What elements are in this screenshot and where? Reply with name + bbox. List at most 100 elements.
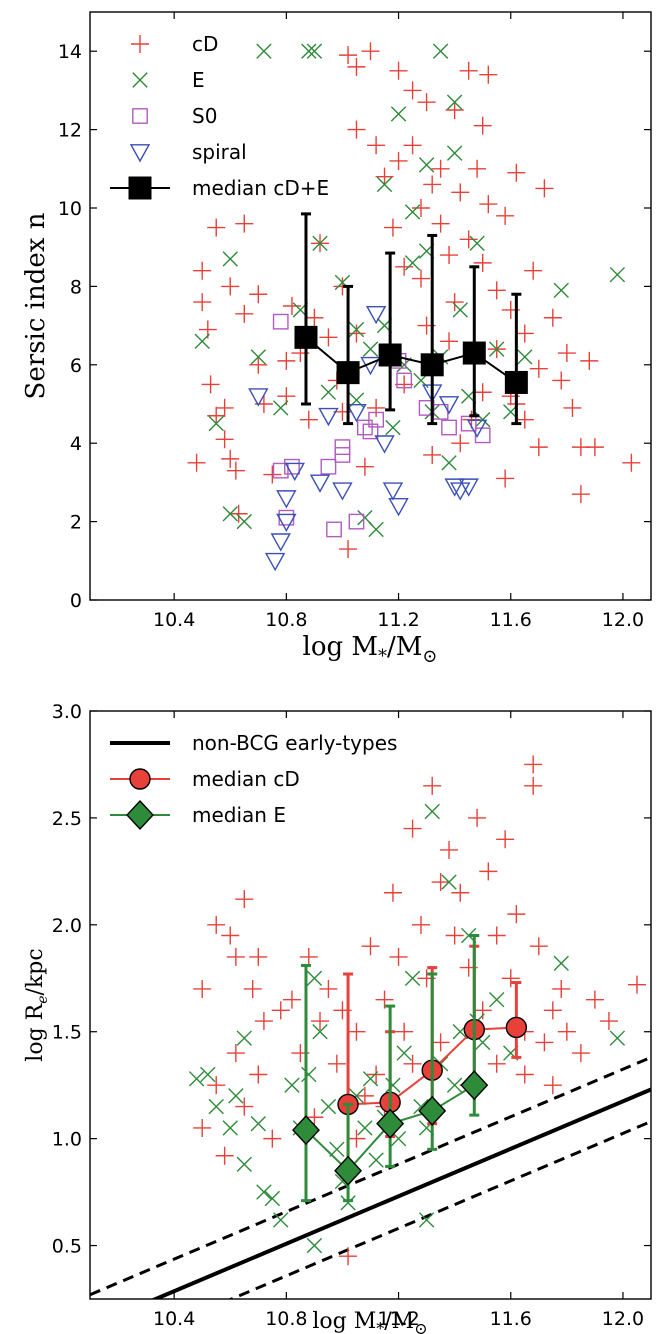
cd-point [501,969,520,988]
cd-point [431,1033,450,1052]
cd-point [459,61,478,80]
y-tick-label: 14 [58,41,82,63]
cd-point [445,293,464,312]
e-point [306,43,323,59]
e-point [250,349,266,365]
median-cd-e-point [504,370,528,394]
cd-point [271,1001,290,1020]
spiral-point [276,490,297,509]
cd-point [347,57,366,76]
cd-point [207,1076,226,1095]
cd-point [249,355,268,374]
cd-point [282,297,301,315]
e-point [236,513,252,530]
y-tick-label: 12 [58,120,82,142]
median-cd-e-point [336,361,360,385]
y-tick-label: 2.5 [52,808,82,830]
cd-point [431,214,450,233]
e-point [320,1098,337,1115]
e-point [441,874,457,890]
cd-point [507,905,526,924]
cd-point [563,398,582,417]
x-tick-label: 12.0 [602,609,644,631]
e-point [452,302,468,318]
x-tick-label: 10.8 [265,1308,307,1330]
cd-point [383,883,402,902]
cd-point [347,1022,366,1041]
p1-axis-ticks: 10.4 10.8 11.2 11.6 12.0 0.5 1.0 1.5 2.0 2.5 3.0 [52,701,651,1330]
cd-point [445,101,464,119]
cd-point [507,163,526,182]
median-e-point [376,1108,405,1139]
spiral-point [284,462,305,482]
p0-x-axis-label: log M*/M⊙ [303,632,438,667]
cd-point [552,979,571,998]
cd-point [552,371,571,390]
e-point [404,204,421,220]
cd-point [277,351,296,370]
x-tick-label: 12.0 [602,1308,644,1330]
median-cd-e-point [294,325,318,349]
cd-point [529,359,548,378]
cd-point [361,42,380,61]
legend-swatch-spiral [129,144,151,163]
spiral-point [346,403,367,423]
e-point [273,1212,289,1228]
cd-point [487,281,506,300]
cd-point [235,214,254,233]
cd-point [201,375,220,394]
y-tick-label: 10 [58,198,82,220]
cd-point [411,915,430,934]
e-point [306,1237,323,1254]
cd-point [305,308,324,327]
s0-point [396,372,413,389]
e-point [208,415,224,432]
spiral-point [450,482,471,501]
cd-point [473,383,492,402]
cd-point [229,504,248,523]
legend-label-s0: S0 [192,104,217,128]
y-tick-label: 2.0 [52,915,82,937]
cd-point [571,485,590,504]
cd-point [423,445,442,464]
cd-point [263,465,282,484]
relation-line-dashed [227,1120,651,1299]
cd-point [403,81,422,100]
cd-point [496,830,515,849]
cd-point [403,1054,422,1073]
spiral-point [264,552,286,572]
cd-point [585,990,604,1009]
cd-point [557,344,576,363]
e-point [517,349,533,365]
s0-point [460,415,477,432]
e-point [312,235,328,251]
cd-point [395,257,414,276]
e-point [320,384,337,400]
e-point [194,333,210,349]
median-cd-e-point [420,353,444,377]
cd-point [221,449,240,468]
e-point [284,1077,300,1093]
e-point [404,970,421,986]
e-point [357,1120,373,1136]
cd-point [487,926,506,945]
cd-point [383,218,402,237]
spiral-point [270,533,291,552]
cd-point [235,304,254,323]
cd-point [299,947,318,966]
y-tick-label: 1.5 [52,1022,82,1044]
e-point [264,1190,281,1207]
p1-x-axis-label: log M*/M⊙ [312,1309,427,1334]
cd-point [375,990,394,1009]
x-tick-label: 11.6 [490,1308,532,1330]
e-point [236,1156,252,1172]
cd-point [249,947,268,966]
cd-point [361,937,380,956]
cd-point [319,979,338,998]
cd-point [221,277,240,296]
cd-point [311,1012,330,1031]
cd-point [440,840,459,859]
cd-point [451,434,470,453]
cd-point [411,269,430,288]
